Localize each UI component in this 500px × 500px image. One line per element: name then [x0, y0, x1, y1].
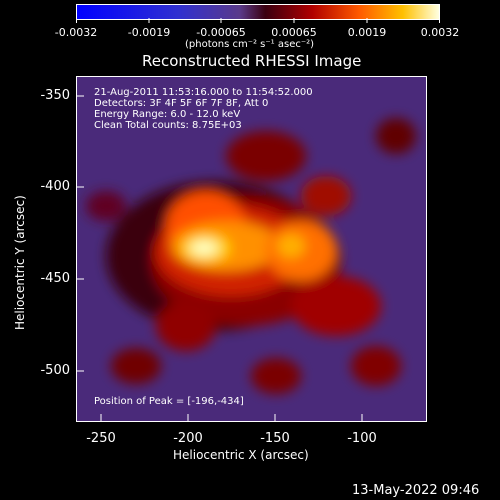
emission-blob — [291, 276, 381, 336]
emission-blob — [376, 118, 416, 154]
x-tick-label: -200 — [173, 431, 203, 446]
colorbar-unit-label: (photons cm⁻² s⁻¹ asec⁻²) — [185, 39, 315, 50]
x-tick-label: -150 — [260, 431, 290, 446]
colorbar-tick-label: -0.0032 — [54, 26, 98, 39]
x-tick-label: -250 — [86, 431, 116, 446]
x-axis-label: Heliocentric X (arcsec) — [173, 448, 309, 462]
emission-blob — [226, 131, 306, 181]
colorbar-tick-label: -0.0019 — [127, 26, 171, 39]
colorbar-ticks — [76, 18, 440, 28]
y-tick-label: -500 — [40, 363, 70, 378]
emission-blob — [156, 301, 216, 351]
colorbar — [76, 4, 440, 20]
emission-blob — [111, 348, 161, 384]
axis-ticks — [76, 76, 427, 422]
annotation-line: Energy Range: 6.0 - 12.0 keV — [94, 109, 241, 120]
emission-blob — [351, 346, 401, 386]
colorbar-tick-label: 0.0019 — [347, 26, 387, 39]
emission-blob — [251, 358, 301, 394]
peak-position-label: Position of Peak = [-196,-434] — [94, 396, 244, 407]
emission-blob — [86, 191, 126, 221]
colorbar-tick-label: 0.00065 — [271, 26, 317, 39]
colorbar-tick-label: -0.00065 — [196, 26, 246, 39]
annotation-line: 21-Aug-2011 11:53:16.000 to 11:54:52.000 — [94, 87, 313, 98]
y-tick-label: -400 — [40, 179, 70, 194]
emission-blob — [277, 234, 305, 258]
plot-title: Reconstructed RHESSI Image — [142, 52, 362, 70]
y-axis-label: Heliocentric Y (arcsec) — [13, 195, 27, 330]
annotation-line: Detectors: 3F 4F 5F 6F 7F 8F, Att 0 — [94, 98, 269, 109]
footer-date: 13-May-2022 09:46 — [352, 483, 480, 498]
colorbar-gradient — [77, 5, 439, 19]
colorbar-tick-label: 0.0032 — [420, 26, 460, 39]
annotation-line: Clean Total counts: 8.75E+03 — [94, 120, 242, 131]
rhessi-image — [76, 76, 427, 422]
x-tick-label: -100 — [347, 431, 377, 446]
emission-blob — [190, 240, 218, 256]
y-tick-label: -450 — [40, 271, 70, 286]
y-tick-label: -350 — [40, 88, 70, 103]
emission-blob — [301, 176, 351, 216]
